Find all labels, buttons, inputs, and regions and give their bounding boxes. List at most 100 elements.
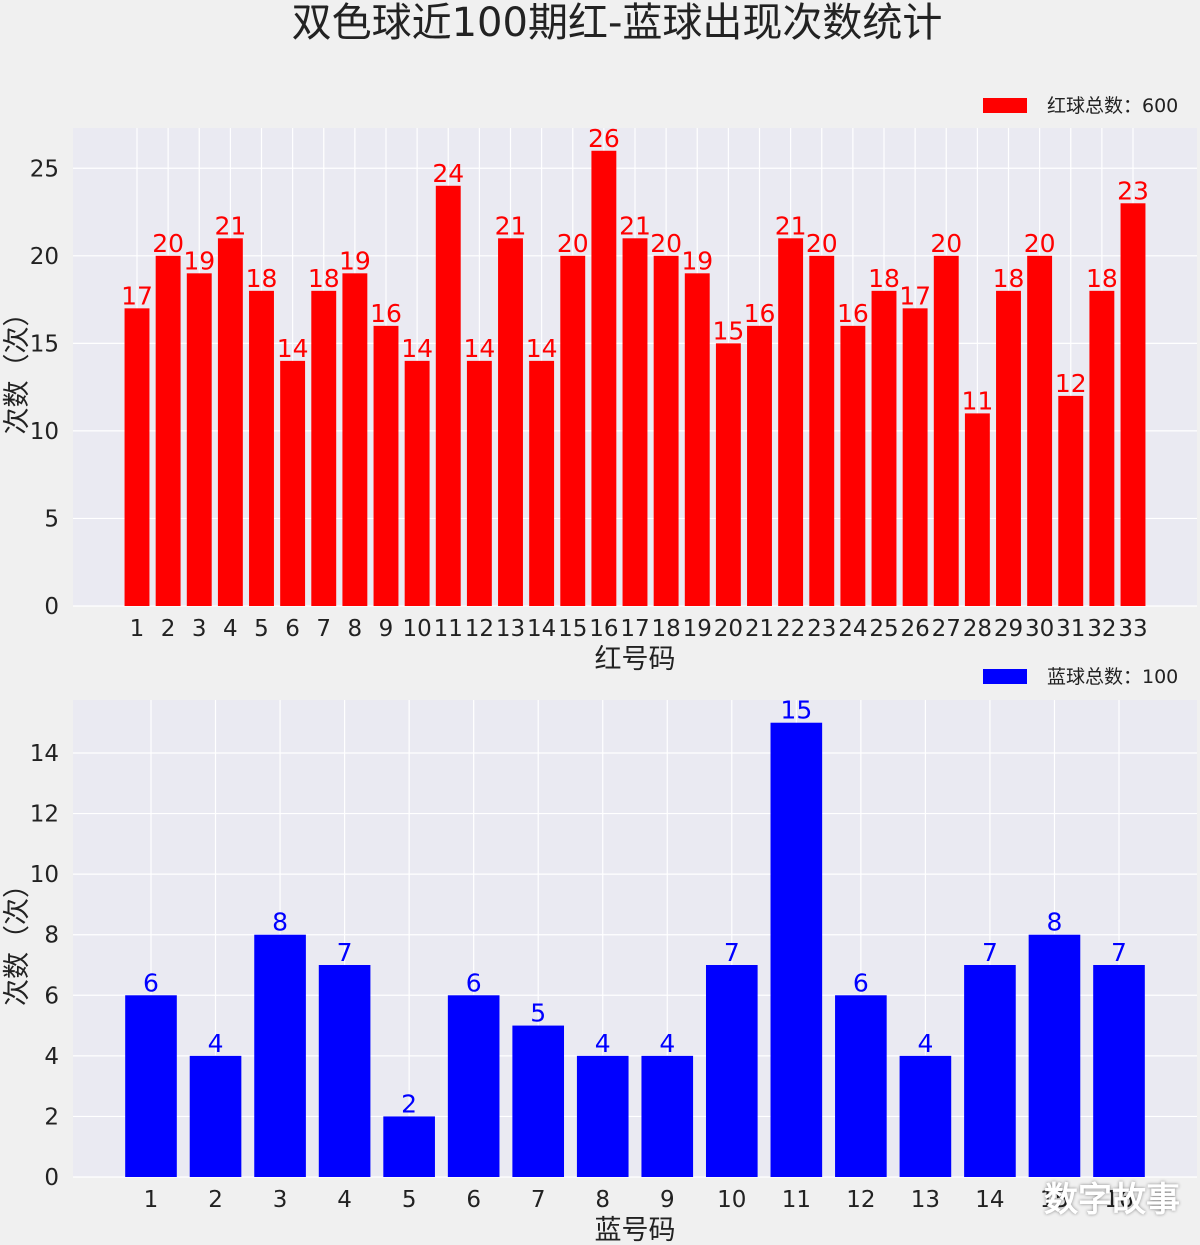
bar [576, 1055, 629, 1177]
x-tick-label: 7 [531, 1187, 546, 1213]
x-tick-label: 29 [994, 616, 1023, 642]
x-tick-label: 1 [130, 616, 145, 642]
bar-value-label: 7 [982, 938, 998, 967]
x-tick-label: 30 [1025, 616, 1054, 642]
x-tick-label: 15 [558, 616, 587, 642]
bar-value-label: 18 [993, 264, 1025, 293]
bar-value-label: 24 [432, 159, 464, 188]
x-tick-label: 4 [337, 1187, 352, 1213]
x-tick-label: 23 [807, 616, 836, 642]
bar-value-label: 4 [595, 1029, 611, 1058]
bar-value-label: 15 [712, 316, 744, 345]
bar-value-label: 8 [272, 908, 288, 937]
y-tick-label: 14 [30, 741, 59, 767]
bar [311, 290, 337, 606]
bar-value-label: 16 [370, 299, 402, 328]
bar [435, 185, 461, 606]
x-tick-label: 9 [660, 1187, 675, 1213]
x-axis-label: 蓝号码 [595, 1215, 676, 1245]
bar [899, 1055, 952, 1177]
bar-value-label: 20 [650, 229, 682, 258]
bar [747, 325, 772, 606]
legend-swatch [983, 669, 1027, 684]
chart-title: 双色球近100期红-蓝球出现次数统计 [292, 0, 943, 46]
y-tick-label: 8 [44, 923, 59, 949]
bar-value-label: 17 [121, 281, 153, 310]
bar-value-label: 21 [214, 211, 246, 240]
y-tick-label: 6 [44, 983, 59, 1009]
x-tick-label: 22 [776, 616, 805, 642]
bar [529, 360, 555, 606]
x-tick-label: 7 [316, 616, 331, 642]
y-tick-label: 5 [44, 506, 59, 532]
x-tick-label: 9 [379, 616, 394, 642]
bar [964, 965, 1016, 1177]
bar [249, 290, 274, 606]
watermark: 数字故事 [1044, 1180, 1180, 1220]
bar-value-label: 18 [1086, 264, 1118, 293]
x-tick-label: 8 [348, 616, 363, 642]
bar [1120, 203, 1146, 607]
bar-value-label: 16 [837, 299, 869, 328]
x-tick-label: 17 [620, 616, 649, 642]
legend-label: 蓝球总数：100 [1047, 666, 1178, 688]
bar [1028, 934, 1081, 1177]
x-tick-label: 32 [1087, 616, 1116, 642]
x-tick-label: 33 [1118, 616, 1147, 642]
bar-value-label: 6 [466, 968, 482, 997]
x-tick-label: 26 [900, 616, 929, 642]
bar [622, 238, 648, 607]
y-tick-label: 10 [30, 862, 59, 888]
x-tick-label: 14 [975, 1187, 1004, 1213]
bar-value-label: 17 [899, 281, 931, 310]
bar-value-label: 2 [401, 1089, 417, 1118]
bar [933, 255, 959, 607]
bar [964, 413, 990, 606]
bar [902, 308, 928, 606]
bar [155, 255, 181, 607]
bar [1089, 290, 1115, 606]
y-tick-label: 10 [30, 419, 59, 445]
bar-value-label: 6 [853, 968, 869, 997]
bar [840, 325, 866, 606]
x-tick-label: 31 [1056, 616, 1085, 642]
plot-area [73, 700, 1197, 1177]
bar-value-label: 7 [337, 938, 353, 967]
bar [705, 965, 758, 1177]
x-tick-label: 5 [402, 1187, 417, 1213]
y-axis-label: 次数（次） [2, 300, 33, 435]
red-ball-chart: 0510152025172019211814181916142414211420… [2, 95, 1197, 675]
x-tick-label: 21 [745, 616, 774, 642]
bar [383, 1116, 435, 1177]
bar-value-label: 5 [530, 999, 546, 1028]
x-tick-label: 12 [846, 1187, 875, 1213]
bar-value-label: 20 [930, 229, 962, 258]
bar [125, 995, 177, 1177]
bar [996, 290, 1021, 606]
bar-value-label: 21 [775, 211, 807, 240]
bar [404, 360, 430, 606]
bar [715, 343, 741, 606]
bar [560, 255, 586, 607]
bar [1093, 965, 1145, 1177]
bar-value-label: 21 [619, 211, 651, 240]
x-tick-label: 16 [1104, 1187, 1133, 1213]
x-tick-label: 13 [911, 1187, 940, 1213]
x-tick-label: 11 [782, 1187, 811, 1213]
bar-value-label: 19 [339, 246, 371, 275]
x-axis-label: 红号码 [595, 644, 676, 675]
bar [512, 1025, 565, 1177]
bar [124, 308, 150, 606]
bar [684, 273, 710, 606]
legend-label: 红球总数：600 [1047, 95, 1178, 117]
x-tick-label: 6 [285, 616, 300, 642]
x-tick-label: 13 [496, 616, 525, 642]
bar [466, 360, 492, 606]
x-tick-label: 6 [466, 1187, 481, 1213]
bar-value-label: 20 [557, 229, 589, 258]
x-tick-label: 20 [714, 616, 743, 642]
bar [770, 722, 823, 1177]
y-tick-label: 15 [30, 331, 59, 357]
